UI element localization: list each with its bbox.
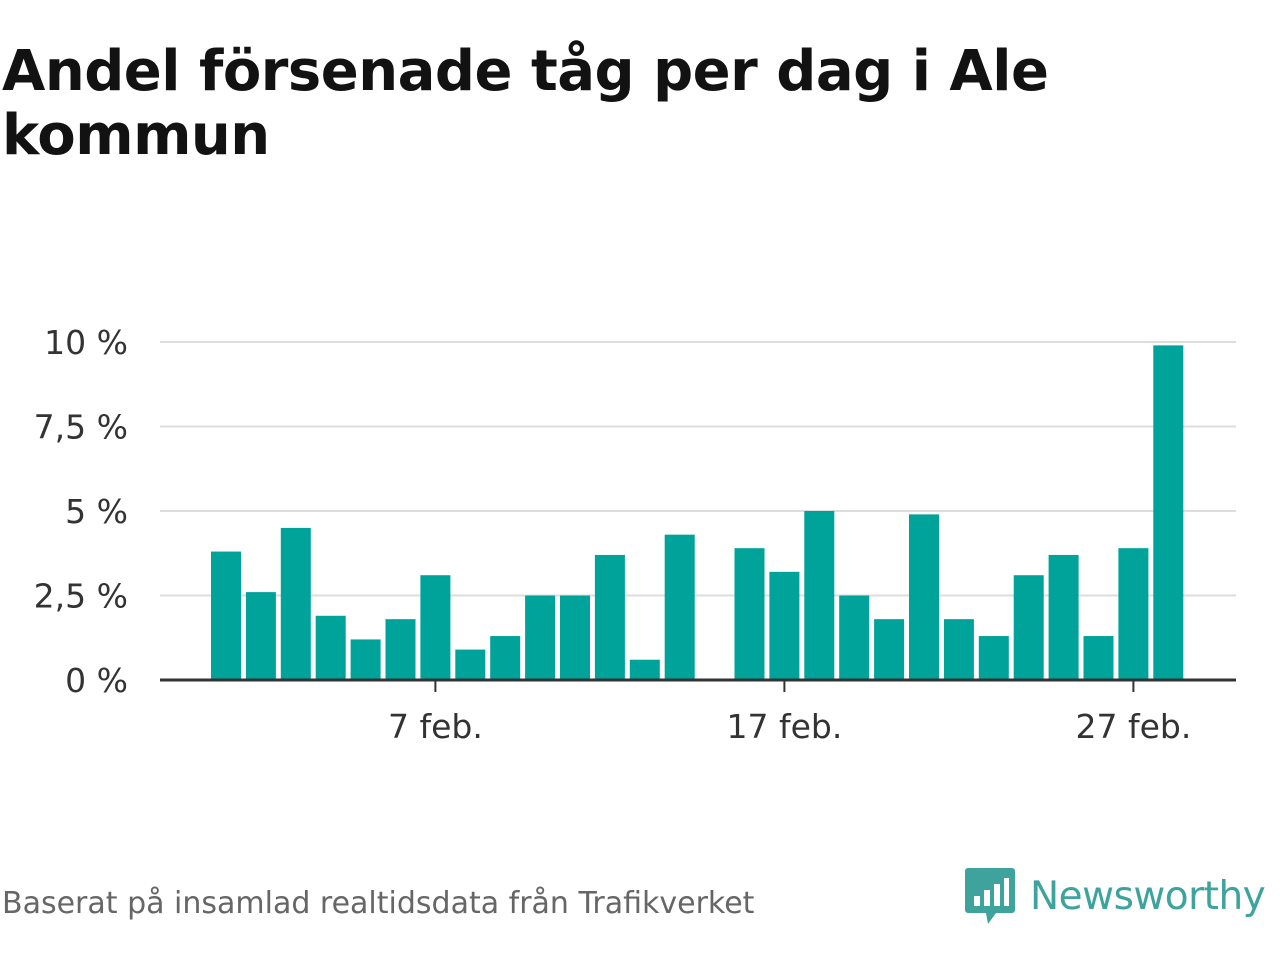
- source-note: Baserat på insamlad realtidsdata från Tr…: [2, 886, 755, 921]
- bar: [315, 615, 346, 680]
- bar: [1083, 636, 1114, 680]
- y-tick-label: 5 %: [65, 492, 128, 531]
- y-tick-label: 10 %: [44, 323, 128, 362]
- newsworthy-logo-icon: [965, 868, 1015, 924]
- bar: [839, 595, 870, 680]
- bar: [280, 527, 311, 680]
- bar: [1048, 554, 1079, 680]
- bar: [594, 554, 625, 680]
- bar: [629, 659, 660, 680]
- bar: [664, 534, 695, 680]
- bar: [909, 514, 939, 680]
- y-tick-label: 2,5 %: [34, 577, 128, 616]
- x-tick-label: 27 feb.: [1075, 707, 1191, 746]
- bar: [1118, 548, 1149, 680]
- y-axis-ticks: 0 % 2,5 % 5 % 7,5 % 10 %: [34, 323, 128, 700]
- bar: [769, 571, 800, 680]
- bar: [420, 575, 451, 680]
- chart-title: Andel försenade tåg per dag i Ale kommun: [2, 39, 1049, 168]
- bar-chart: 0 % 2,5 % 5 % 7,5 % 10 % 7 feb. 17 feb. 27 feb…: [34, 323, 1236, 746]
- bar: [490, 636, 521, 680]
- bars: [211, 345, 1184, 680]
- bar: [211, 551, 241, 680]
- bar: [455, 649, 486, 680]
- brand-logo[interactable]: Newsworthy: [964, 864, 1266, 928]
- bar: [385, 619, 416, 680]
- bar: [560, 595, 590, 680]
- x-tick-label: 17 feb.: [726, 707, 842, 746]
- bar: [525, 595, 556, 680]
- y-tick-label: 0 %: [65, 661, 128, 700]
- bar: [350, 639, 381, 680]
- bar: [804, 511, 835, 680]
- x-axis-ticks: 7 feb. 17 feb. 27 feb.: [388, 680, 1191, 746]
- bar: [1153, 345, 1184, 680]
- x-tick-label: 7 feb.: [388, 707, 483, 746]
- bar: [874, 619, 905, 680]
- bar: [245, 592, 276, 680]
- bar: [943, 619, 974, 680]
- bar: [1013, 575, 1044, 680]
- bar: [978, 636, 1009, 680]
- y-tick-label: 7,5 %: [34, 408, 128, 447]
- bar: [734, 548, 765, 680]
- brand-name: Newsworthy: [1030, 873, 1266, 919]
